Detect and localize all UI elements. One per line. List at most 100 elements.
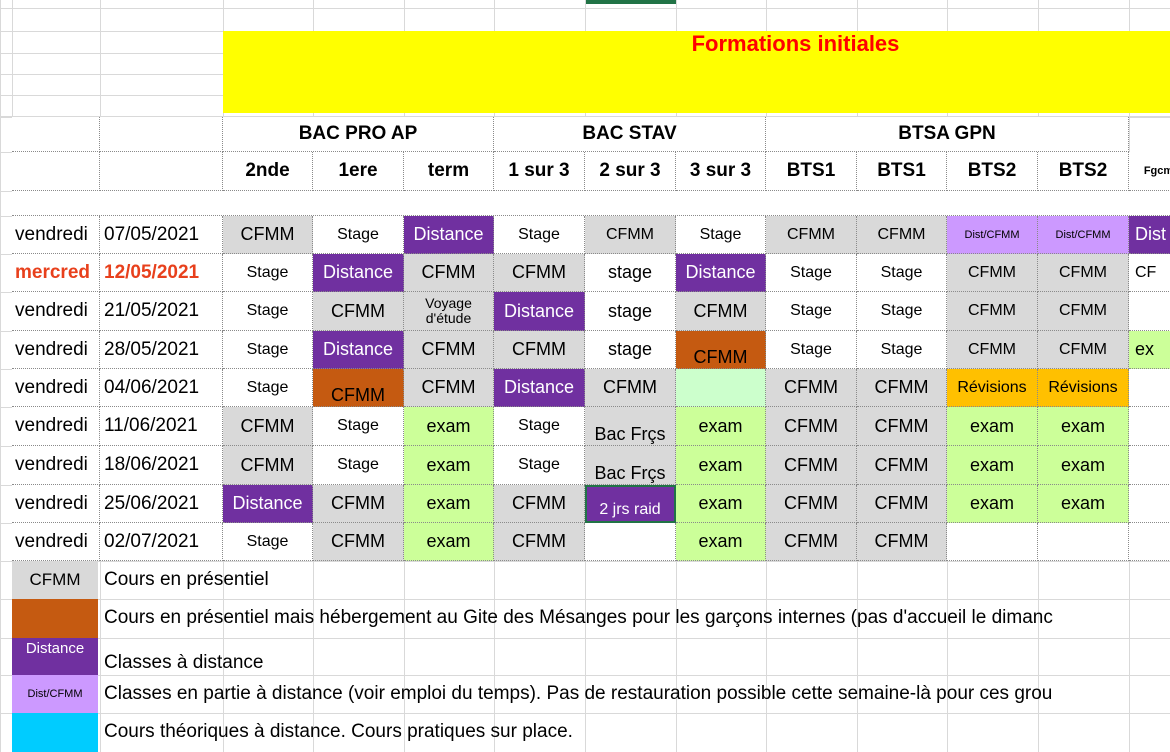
column-header[interactable]: term	[404, 152, 494, 191]
schedule-cell[interactable]: exam	[947, 485, 1038, 523]
row-day[interactable]: vendredi	[12, 523, 100, 561]
schedule-cell[interactable]: exam	[676, 523, 766, 561]
group-header[interactable]: BAC PRO AP	[223, 117, 494, 152]
row-day[interactable]: vendredi	[12, 369, 100, 407]
legend-swatch[interactable]	[12, 599, 98, 638]
schedule-cell[interactable]: Dist	[1129, 216, 1170, 254]
schedule-cell[interactable]: CFMM	[947, 254, 1038, 292]
schedule-cell[interactable]: Stage	[494, 216, 585, 254]
schedule-cell[interactable]: CFMM	[857, 216, 947, 254]
schedule-cell[interactable]: CFMM	[494, 485, 585, 523]
schedule-cell[interactable]: exam	[404, 523, 494, 561]
schedule-cell[interactable]: CFMM	[676, 331, 766, 369]
schedule-cell[interactable]: CFMM	[857, 485, 947, 523]
schedule-cell[interactable]	[1129, 485, 1170, 523]
schedule-cell[interactable]: CFMM	[766, 216, 857, 254]
schedule-cell[interactable]: Stage	[766, 292, 857, 331]
schedule-cell[interactable]: CFMM	[676, 292, 766, 331]
schedule-cell[interactable]: Stage	[313, 216, 404, 254]
row-date[interactable]: 12/05/2021	[100, 254, 223, 292]
schedule-cell[interactable]: Stage	[766, 254, 857, 292]
schedule-cell[interactable]: Distance	[223, 485, 313, 523]
legend-swatch[interactable]: Dist/CFMM	[12, 675, 98, 713]
schedule-cell[interactable]	[947, 523, 1038, 561]
row-date[interactable]: 04/06/2021	[100, 369, 223, 407]
group-header[interactable]: BTSA GPN	[766, 117, 1129, 152]
schedule-cell[interactable]: Révisions	[1038, 369, 1129, 407]
column-header[interactable]: 2 sur 3	[585, 152, 676, 191]
schedule-cell[interactable]: Distance	[404, 216, 494, 254]
schedule-cell[interactable]: CFMM	[857, 523, 947, 561]
schedule-cell[interactable]: Bac Frçs	[585, 446, 676, 485]
schedule-cell[interactable]: Stage	[223, 369, 313, 407]
legend-description[interactable]: Cours en présentiel mais hébergement au …	[104, 607, 1053, 628]
schedule-cell[interactable]: Stage	[313, 407, 404, 446]
column-header[interactable]: BTS2	[947, 152, 1038, 191]
row-day[interactable]: vendredi	[12, 216, 100, 254]
schedule-cell[interactable]: 2 jrs raid	[585, 485, 676, 523]
schedule-cell[interactable]: CFMM	[494, 331, 585, 369]
schedule-cell[interactable]: Distance	[676, 254, 766, 292]
header-blank-cell[interactable]	[12, 152, 100, 191]
row-day[interactable]: vendredi	[12, 446, 100, 485]
group-header[interactable]: BAC STAV	[494, 117, 766, 152]
legend-description[interactable]: Classes en partie à distance (voir emplo…	[104, 683, 1053, 704]
schedule-cell[interactable]: Stage	[494, 446, 585, 485]
schedule-cell[interactable]: Stage	[223, 254, 313, 292]
schedule-cell[interactable]: stage	[585, 331, 676, 369]
schedule-cell[interactable]: CFMM	[1038, 331, 1129, 369]
row-day[interactable]: vendredi	[12, 292, 100, 331]
schedule-cell[interactable]: CFMM	[313, 523, 404, 561]
row-date[interactable]: 11/06/2021	[100, 407, 223, 446]
schedule-cell[interactable]: exam	[947, 446, 1038, 485]
schedule-cell[interactable]: Révisions	[947, 369, 1038, 407]
schedule-cell[interactable]: CFMM	[223, 216, 313, 254]
schedule-cell[interactable]	[1129, 523, 1170, 561]
schedule-cell[interactable]: CFMM	[313, 485, 404, 523]
schedule-cell[interactable]: CFMM	[766, 407, 857, 446]
column-header[interactable]: BTS1	[766, 152, 857, 191]
row-date[interactable]: 21/05/2021	[100, 292, 223, 331]
schedule-cell[interactable]: Dist/CFMM	[947, 216, 1038, 254]
schedule-cell[interactable]: Stage	[494, 407, 585, 446]
schedule-cell[interactable]: CFMM	[766, 523, 857, 561]
column-header[interactable]: 3 sur 3	[676, 152, 766, 191]
schedule-cell[interactable]: exam	[676, 446, 766, 485]
schedule-cell[interactable]: CFMM	[766, 485, 857, 523]
schedule-cell[interactable]: Bac Frçs	[585, 407, 676, 446]
row-date[interactable]: 25/06/2021	[100, 485, 223, 523]
legend-swatch[interactable]	[12, 713, 98, 752]
schedule-cell[interactable]: CFMM	[494, 254, 585, 292]
schedule-cell[interactable]: exam	[1038, 407, 1129, 446]
schedule-cell[interactable]: Distance	[494, 369, 585, 407]
schedule-cell[interactable]: Stage	[223, 331, 313, 369]
row-date[interactable]: 02/07/2021	[100, 523, 223, 561]
legend-swatch[interactable]: CFMM	[12, 561, 98, 599]
schedule-cell[interactable]: Stage	[857, 254, 947, 292]
schedule-cell[interactable]	[1038, 523, 1129, 561]
schedule-cell[interactable]: CFMM	[585, 216, 676, 254]
schedule-cell[interactable]: Stage	[223, 523, 313, 561]
schedule-cell[interactable]: exam	[404, 407, 494, 446]
schedule-cell[interactable]: CFMM	[857, 369, 947, 407]
schedule-cell[interactable]: CFMM	[947, 292, 1038, 331]
schedule-cell[interactable]: ex	[1129, 331, 1170, 369]
schedule-cell[interactable]: exam	[676, 407, 766, 446]
legend-description[interactable]: Cours en présentiel	[104, 569, 269, 590]
header-blank-cell[interactable]	[100, 117, 223, 152]
row-date[interactable]: 28/05/2021	[100, 331, 223, 369]
schedule-cell[interactable]: CFMM	[766, 369, 857, 407]
schedule-cell[interactable]: Stage	[676, 216, 766, 254]
schedule-cell[interactable]: CFMM	[1038, 254, 1129, 292]
schedule-cell[interactable]	[1129, 292, 1170, 331]
schedule-cell[interactable]: Voyage d'étude	[404, 292, 494, 331]
schedule-cell[interactable]: Distance	[494, 292, 585, 331]
schedule-cell[interactable]: CFMM	[404, 331, 494, 369]
schedule-cell[interactable]: Stage	[313, 446, 404, 485]
schedule-cell[interactable]: Distance	[313, 254, 404, 292]
schedule-cell[interactable]: Stage	[223, 292, 313, 331]
schedule-cell[interactable]: CFMM	[857, 407, 947, 446]
schedule-cell[interactable]: exam	[676, 485, 766, 523]
schedule-cell[interactable]: CFMM	[313, 292, 404, 331]
schedule-cell[interactable]: Stage	[857, 331, 947, 369]
